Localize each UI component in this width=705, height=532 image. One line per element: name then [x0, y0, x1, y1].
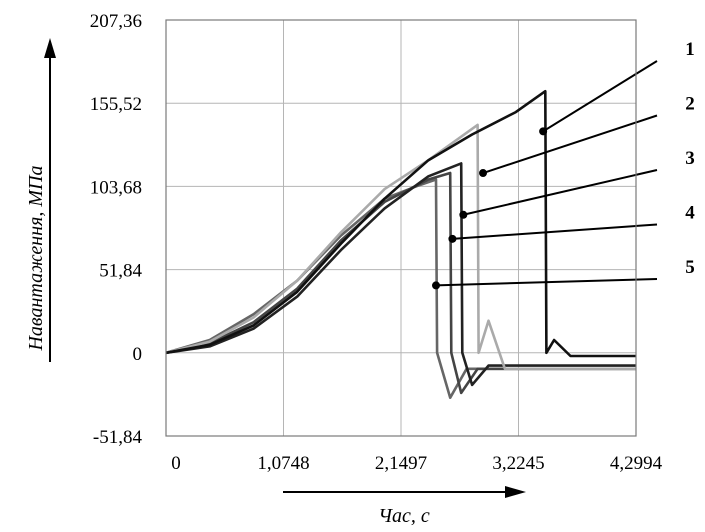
callout-label-5: 5 — [685, 257, 695, 278]
x-tick-label: 1,0748 — [257, 453, 309, 474]
callout-label-4: 4 — [685, 203, 695, 224]
y-axis-arrow-head — [44, 38, 56, 58]
grid — [166, 20, 636, 436]
x-tick-label: 0 — [171, 453, 181, 474]
x-tick-label: 4,2994 — [610, 453, 663, 474]
callout-line-1 — [542, 60, 658, 133]
x-tick-label: 3,2245 — [492, 453, 544, 474]
y-tick-label: 155,52 — [90, 94, 142, 115]
callout-line-2 — [482, 114, 658, 174]
callout-label-1: 1 — [685, 39, 695, 60]
series-line-1 — [165, 89, 637, 358]
y-tick-label: 0 — [133, 344, 143, 365]
callout-label-3: 3 — [685, 148, 695, 169]
y-axis-label: Навантаження, МПа — [25, 165, 47, 351]
y-tick-label: 103,68 — [90, 177, 142, 198]
callout-line-4 — [452, 223, 658, 240]
callout-dot-3 — [459, 210, 468, 219]
callouts-group: 1 2 3 4 5 — [432, 39, 695, 290]
y-tick-label: 51,84 — [99, 261, 142, 282]
series-line-2 — [165, 123, 637, 371]
callout-label-2: 2 — [685, 94, 695, 115]
x-tick-label: 2,1497 — [375, 453, 427, 474]
series-line-4 — [165, 171, 637, 395]
x-axis-label: Час, с — [378, 505, 430, 527]
plot-frame — [165, 19, 637, 437]
callout-line-5 — [435, 278, 658, 287]
y-tick-label: -51,84 — [93, 427, 143, 448]
callout-dot-2 — [479, 169, 488, 178]
callout-dot-4 — [448, 234, 457, 243]
callout-dot-5 — [432, 281, 441, 290]
callout-line-3 — [463, 169, 658, 216]
y-tick-label: 207,36 — [90, 11, 142, 32]
tick-labels: 0 1,0748 2,1497 3,2245 4,2994 -51,84 0 51,84 103… — [90, 11, 663, 474]
callout-dot-1 — [539, 127, 548, 136]
x-axis-arrow-head — [505, 486, 526, 498]
series-line-3 — [165, 162, 637, 387]
series-group — [165, 89, 637, 399]
